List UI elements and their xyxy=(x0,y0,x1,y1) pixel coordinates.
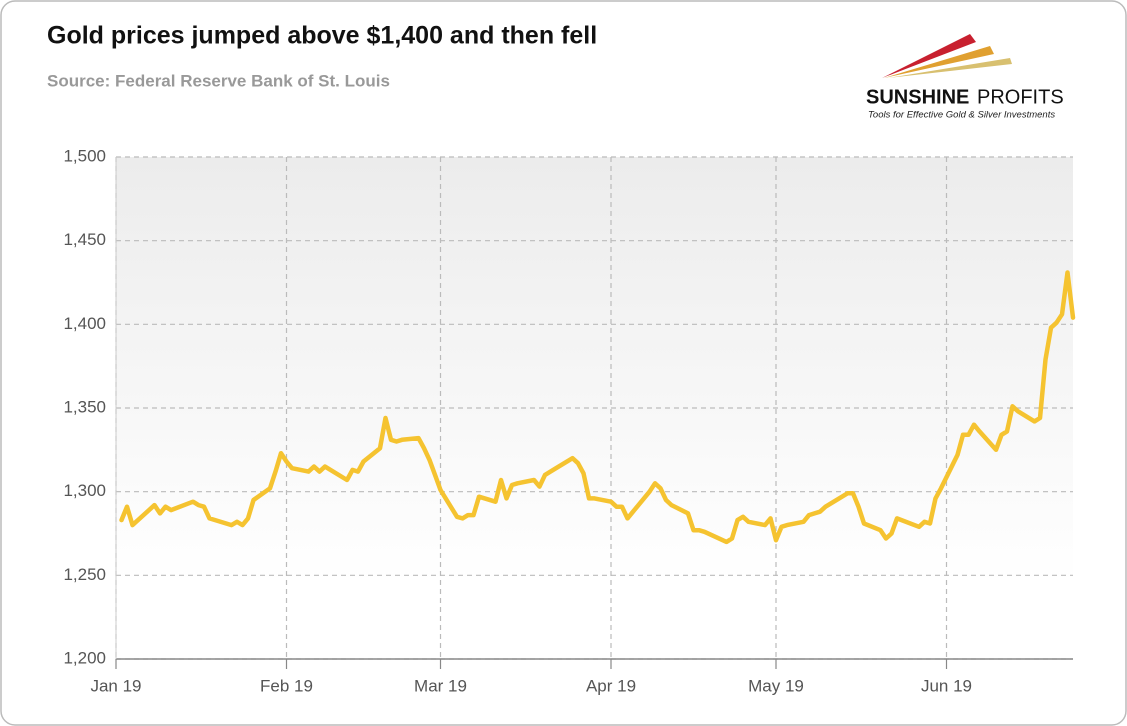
x-tick-label: Jun 19 xyxy=(921,676,972,695)
x-tick-label: Feb 19 xyxy=(260,676,313,695)
logo-ray xyxy=(888,58,1012,78)
logo-name: PROFITS xyxy=(977,86,1064,108)
logo-ray xyxy=(882,34,976,78)
chart-title: Gold prices jumped above $1,400 and then… xyxy=(47,22,597,50)
y-tick-label: 1,400 xyxy=(63,314,106,333)
x-tick-label: May 19 xyxy=(748,676,804,695)
y-tick-label: 1,500 xyxy=(63,146,106,165)
price-line xyxy=(119,270,1076,545)
logo-ray xyxy=(884,46,994,78)
chart-subtitle: Source: Federal Reserve Bank of St. Loui… xyxy=(47,71,390,90)
y-tick-label: 1,450 xyxy=(63,230,106,249)
y-tick-label: 1,200 xyxy=(63,648,106,667)
y-tick-label: 1,300 xyxy=(63,481,106,500)
y-tick-label: 1,350 xyxy=(63,397,106,416)
logo-name: SUNSHINE xyxy=(866,86,969,108)
logo-tagline: Tools for Effective Gold & Silver Invest… xyxy=(868,110,1055,121)
x-tick-label: Mar 19 xyxy=(414,676,467,695)
x-tick-label: Apr 19 xyxy=(586,676,636,695)
x-tick-label: Jan 19 xyxy=(90,676,141,695)
y-tick-label: 1,250 xyxy=(63,565,106,584)
logo: SUNSHINE PROFITS Tools for Effective Gol… xyxy=(866,34,1064,121)
